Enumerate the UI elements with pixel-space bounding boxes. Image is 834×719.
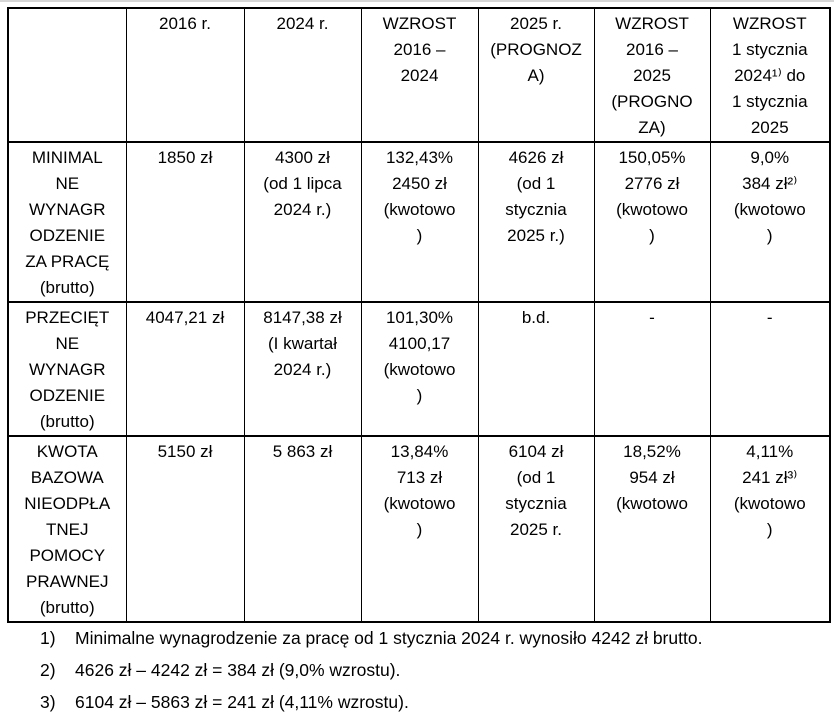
column-header-2016: 2016 r. bbox=[125, 7, 245, 143]
footnote-2: 2) 4626 zł – 4242 zł = 384 zł (9,0% wzro… bbox=[40, 654, 820, 686]
table-cell: 8147,38 zł (I kwartał 2024 r.) bbox=[243, 301, 362, 437]
row-header: MINIMAL NE WYNAGR ODZENIE ZA PRACĘ (brut… bbox=[7, 141, 127, 303]
table-cell: 5 863 zł bbox=[243, 435, 362, 623]
table-cell: b.d. bbox=[477, 301, 595, 437]
table-cell: 6104 zł (od 1 stycznia 2025 r. bbox=[477, 435, 595, 623]
column-header-2025-prognoza: 2025 r. (PROGNOZ A) bbox=[477, 7, 595, 143]
table-cell: 4,11% 241 zł³⁾ (kwotowo ) bbox=[709, 435, 831, 623]
column-header-wzrost-2024-2025: WZROST 1 stycznia 2024¹⁾ do 1 stycznia 2… bbox=[709, 7, 831, 143]
page-top-edge bbox=[0, 0, 834, 2]
column-header-wzrost-2016-2025: WZROST 2016 – 2025 (PROGNO ZA) bbox=[593, 7, 711, 143]
footnote-marker: 2) bbox=[40, 660, 56, 680]
table-cell: 5150 zł bbox=[125, 435, 245, 623]
column-header-wzrost-2016-2024: WZROST 2016 – 2024 bbox=[360, 7, 479, 143]
footnote-text: 6104 zł – 5863 zł = 241 zł (4,11% wzrost… bbox=[75, 692, 409, 712]
footnote-text: 4626 zł – 4242 zł = 384 zł (9,0% wzrostu… bbox=[75, 660, 401, 680]
table-cell: 18,52% 954 zł (kwotowo bbox=[593, 435, 711, 623]
footnote-3: 3) 6104 zł – 5863 zł = 241 zł (4,11% wzr… bbox=[40, 686, 820, 718]
table-row-minimalne-wynagrodzenie: MINIMAL NE WYNAGR ODZENIE ZA PRACĘ (brut… bbox=[7, 141, 831, 303]
footnotes: 1) Minimalne wynagrodzenie za pracę od 1… bbox=[40, 622, 820, 718]
table-cell: 4300 zł (od 1 lipca 2024 r.) bbox=[243, 141, 362, 303]
table-cell: 132,43% 2450 zł (kwotowo ) bbox=[360, 141, 479, 303]
row-header: KWOTA BAZOWA NIEODPŁA TNEJ POMOCY PRAWNE… bbox=[7, 435, 127, 623]
table-row-kwota-bazowa: KWOTA BAZOWA NIEODPŁA TNEJ POMOCY PRAWNE… bbox=[7, 435, 831, 623]
table-cell: 4626 zł (od 1 stycznia 2025 r.) bbox=[477, 141, 595, 303]
footnote-text: Minimalne wynagrodzenie za pracę od 1 st… bbox=[75, 628, 703, 648]
table-cell: 1850 zł bbox=[125, 141, 245, 303]
table-cell: 4047,21 zł bbox=[125, 301, 245, 437]
table-cell: 13,84% 713 zł (kwotowo ) bbox=[360, 435, 479, 623]
table-cell: 101,30% 4100,17 (kwotowo ) bbox=[360, 301, 479, 437]
corner-cell bbox=[7, 7, 127, 143]
footnote-1: 1) Minimalne wynagrodzenie za pracę od 1… bbox=[40, 622, 820, 654]
column-header-2024: 2024 r. bbox=[243, 7, 362, 143]
row-header: PRZECIĘT NE WYNAGR ODZENIE (brutto) bbox=[7, 301, 127, 437]
table-cell: 150,05% 2776 zł (kwotowo ) bbox=[593, 141, 711, 303]
table-cell: - bbox=[593, 301, 711, 437]
wage-comparison-table: 2016 r. 2024 r. WZROST 2016 – 2024 2025 … bbox=[7, 7, 831, 623]
footnote-marker: 3) bbox=[40, 692, 56, 712]
table-cell: - bbox=[709, 301, 831, 437]
header-row: 2016 r. 2024 r. WZROST 2016 – 2024 2025 … bbox=[7, 7, 831, 143]
table-cell: 9,0% 384 zł²⁾ (kwotowo ) bbox=[709, 141, 831, 303]
footnote-marker: 1) bbox=[40, 628, 56, 648]
table-row-przecietne-wynagrodzenie: PRZECIĘT NE WYNAGR ODZENIE (brutto) 4047… bbox=[7, 301, 831, 437]
